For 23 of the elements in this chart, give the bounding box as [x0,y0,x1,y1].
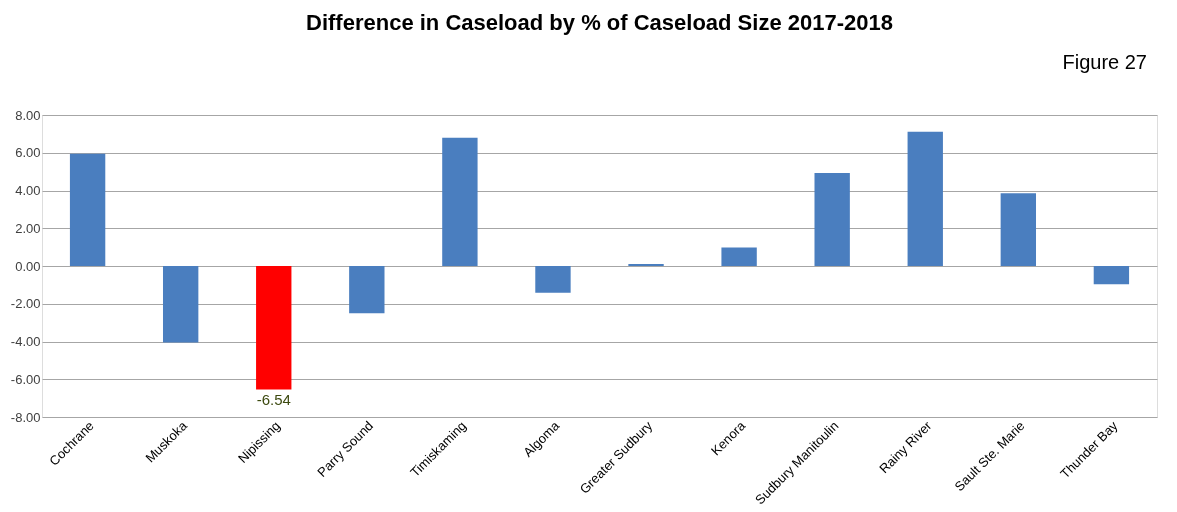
y-tick-label: -8.00 [10,409,41,425]
y-tick-label: 4.00 [15,183,41,198]
bar [162,266,199,343]
bar [349,266,385,314]
y-tick-label: 6.00 [15,145,41,161]
y-tick-label: -6.00 [10,371,41,387]
bar [1000,193,1037,266]
caption: Figure 27 [1062,51,1147,73]
y-tick-label: -4.00 [10,334,41,349]
data-label: -6.54 [256,391,291,409]
bar [1093,266,1130,285]
bar [442,137,478,266]
bar [814,172,850,266]
y-tick-label: 2.00 [15,220,41,236]
bar [721,247,757,266]
bar [907,131,943,266]
y-tick-label: 8.00 [15,107,41,123]
bar [256,266,292,390]
y-tick-label: -2.00 [10,296,41,312]
bar [69,153,106,266]
y-tick-label: 0.00 [15,258,41,274]
bar [535,266,571,293]
chart-title: Difference in Caseload by % of Caseload Size 2017-2018 [306,10,893,35]
